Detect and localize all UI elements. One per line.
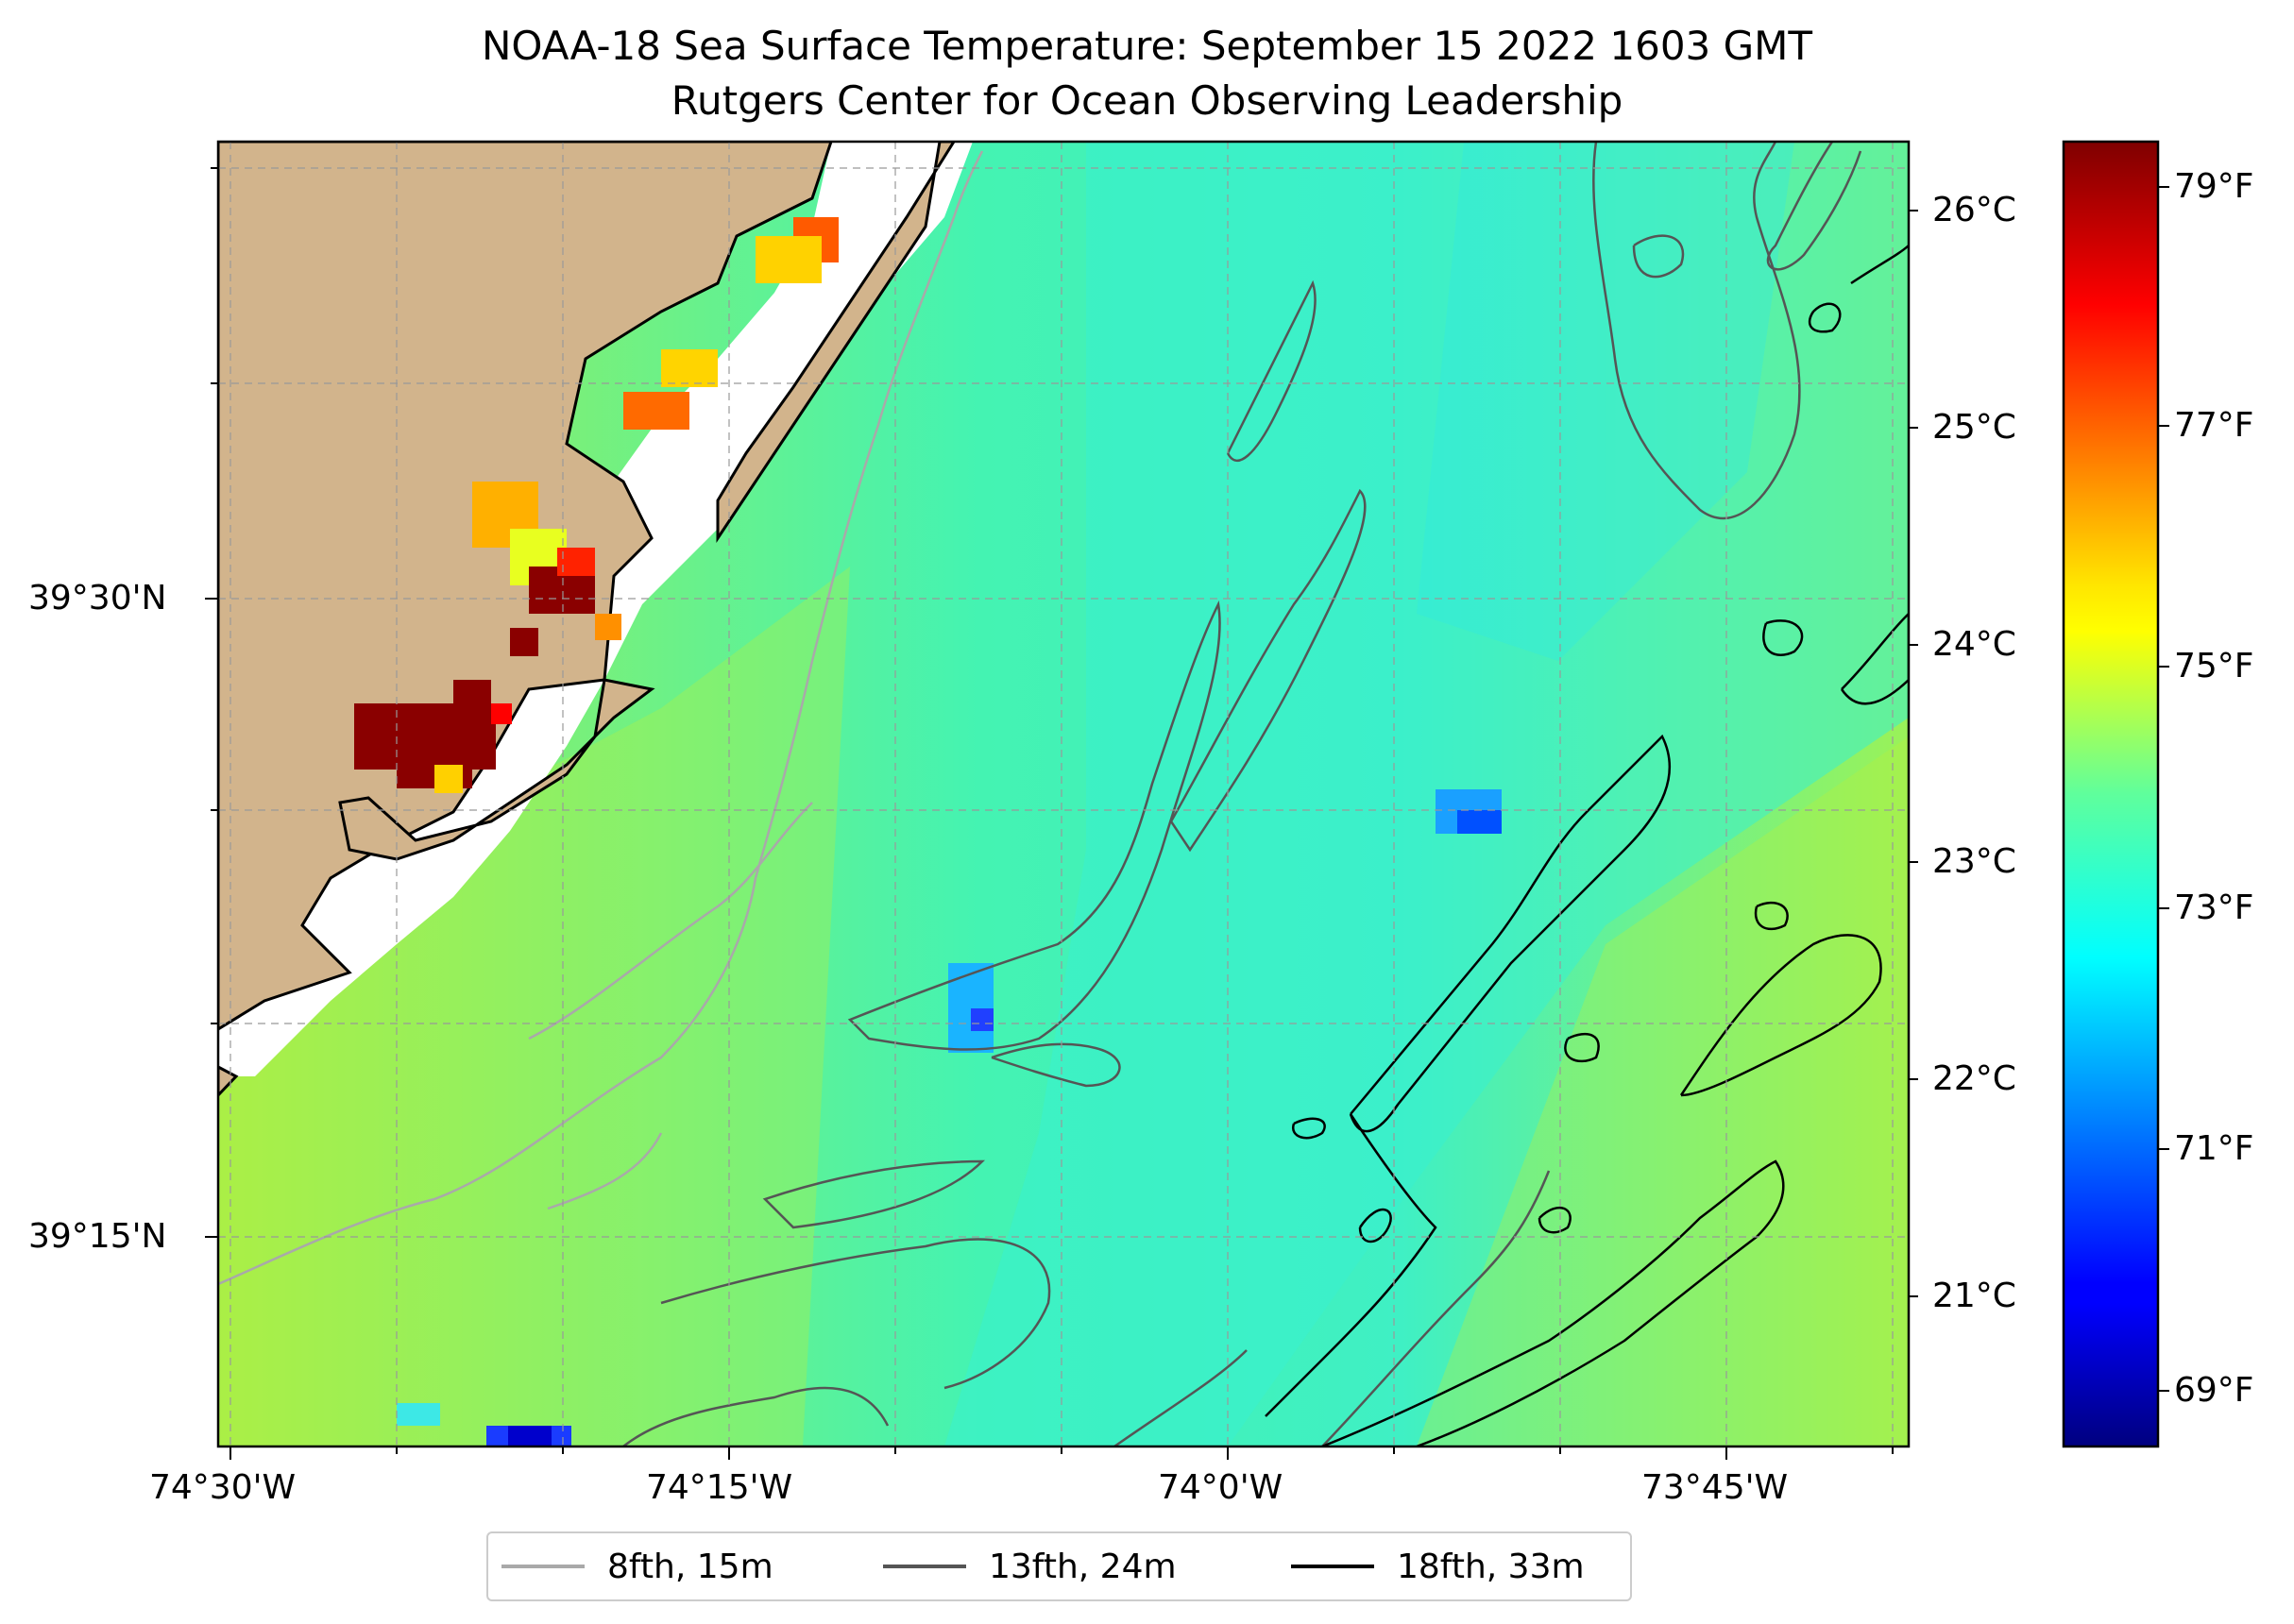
lon-tick-label: 74°15'W xyxy=(646,1468,793,1507)
fahrenheit-tick-label: 79°F xyxy=(2174,167,2254,206)
fahrenheit-tick-label: 73°F xyxy=(2174,888,2254,927)
fahrenheit-tick-label: 71°F xyxy=(2174,1129,2254,1168)
lon-tick-label: 74°0'W xyxy=(1158,1468,1283,1507)
lat-tick-label: 39°30'N xyxy=(28,579,167,617)
legend-item: 18fth, 33m xyxy=(1291,1533,1585,1599)
fahrenheit-tick-label: 75°F xyxy=(2174,647,2254,685)
lon-tick-label: 73°45'W xyxy=(1641,1468,1789,1507)
legend-line-swatch xyxy=(1291,1565,1374,1568)
celsius-tick-label: 25°C xyxy=(1932,408,2016,447)
contour-13fth xyxy=(847,600,1221,1051)
contour-legend: 8fth, 15m 13fth, 24m 18fth, 33m xyxy=(486,1531,1632,1601)
legend-line-swatch xyxy=(501,1565,585,1568)
celsius-tick-label: 26°C xyxy=(1932,191,2016,229)
celsius-tick-label: 21°C xyxy=(1932,1277,2016,1315)
legend-line-swatch xyxy=(883,1565,966,1568)
legend-label: 8fth, 15m xyxy=(607,1547,773,1586)
gridlines xyxy=(218,142,1909,1446)
contour-8fth xyxy=(218,150,984,1286)
fahrenheit-tick-label: 77°F xyxy=(2174,406,2254,445)
contour-18fth xyxy=(1321,1159,1785,1446)
map-frame xyxy=(216,140,1911,1448)
fahrenheit-tick-label: 69°F xyxy=(2174,1371,2254,1410)
cold-spot xyxy=(948,963,994,1053)
legend-label: 18fth, 33m xyxy=(1397,1547,1585,1586)
lon-tick-label: 74°30'W xyxy=(149,1468,297,1507)
warm-coastal-pixels xyxy=(354,217,839,793)
celsius-tick-label: 23°C xyxy=(1932,842,2016,881)
map-subtitle: Rutgers Center for Ocean Observing Leade… xyxy=(671,77,1623,124)
legend-label: 13fth, 24m xyxy=(989,1547,1177,1586)
colorbar xyxy=(2062,140,2160,1448)
legend-item: 13fth, 24m xyxy=(883,1533,1177,1599)
lat-tick-label: 39°15'N xyxy=(28,1217,167,1256)
legend-item: 8fth, 15m xyxy=(501,1533,773,1599)
celsius-tick-label: 22°C xyxy=(1932,1059,2016,1098)
map-title: NOAA-18 Sea Surface Temperature: Septemb… xyxy=(481,23,1813,69)
celsius-tick-label: 24°C xyxy=(1932,625,2016,664)
